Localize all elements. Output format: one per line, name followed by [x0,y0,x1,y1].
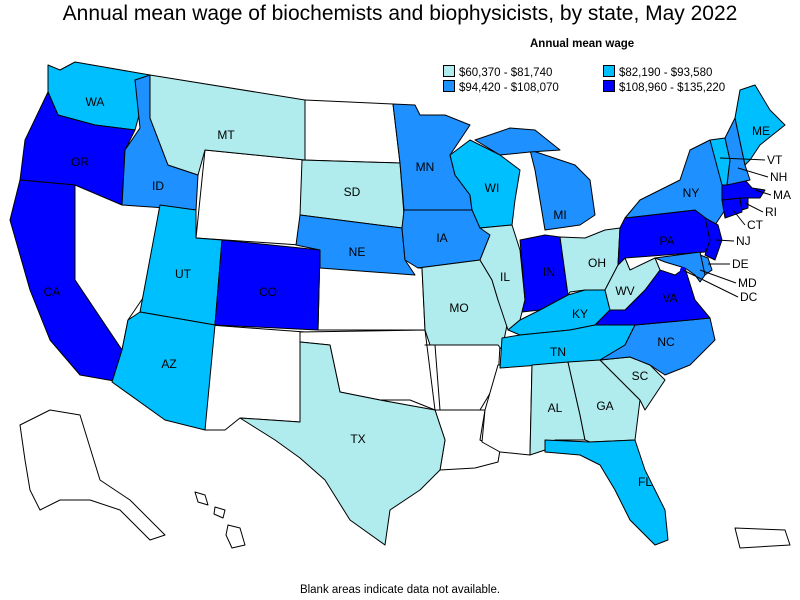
label-va: VA [662,291,677,305]
state-nd[interactable] [301,99,401,164]
label-nc: NC [657,335,675,349]
label-wi: WI [485,181,500,195]
state-ak[interactable] [19,409,166,541]
label-ia: IA [436,231,447,245]
label-de: DE [732,257,749,271]
state-mi[interactable] [529,149,596,231]
label-or: OR [71,155,89,169]
label-nj: NJ [736,234,751,248]
legend-label-4: $108,960 - $135,220 [619,82,726,94]
label-tx: TX [350,432,365,446]
map-title: Annual mean wage of biochemists and biop… [62,2,738,25]
legend-title: Annual mean wage [530,38,635,50]
legend-swatch-4 [603,80,615,92]
state-fl[interactable] [544,439,669,546]
state-hi-2[interactable] [213,506,226,519]
label-in: IN [543,265,555,279]
state-hi[interactable] [194,491,209,506]
leader-ri [744,202,764,213]
label-tn: TN [550,345,566,359]
leader-ma [754,189,772,196]
state-labels: WA OR CA ID MT UT AZ CO SD NE TX MN IA M… [44,95,791,489]
state-nj[interactable] [704,217,723,261]
label-ct: CT [747,218,764,232]
leader-nh [737,167,769,178]
footnote: Blank areas indicate data not available. [299,584,501,596]
state-az[interactable] [111,311,216,431]
legend-label-3: $94,420 - $108,070 [459,82,559,94]
label-fl: FL [638,475,652,489]
legend-item-4: $108,960 - $135,220 [603,80,725,94]
label-nh: NH [770,170,787,184]
leader-vt [719,157,766,161]
state-co[interactable] [214,239,321,331]
label-mn: MN [416,160,435,174]
label-mo: MO [449,301,468,315]
label-al: AL [548,401,563,415]
legend-label-1: $60,370 - $81,740 [459,67,553,79]
leader-md [699,269,737,284]
label-sd: SD [344,185,361,199]
state-ct[interactable] [721,197,743,219]
state-wy[interactable] [195,149,306,246]
label-ky: KY [572,307,588,321]
label-ne: NE [349,245,366,259]
label-id: ID [152,179,164,193]
label-vt: VT [767,153,783,167]
legend-item-1: $60,370 - $81,740 [443,65,552,79]
label-ny: NY [683,186,700,200]
label-az: AZ [161,357,176,371]
label-me: ME [752,124,770,138]
label-mi: MI [553,208,566,222]
state-md[interactable] [654,251,706,283]
legend-swatch-1 [443,65,455,77]
label-ma: MA [773,188,791,202]
leader-nj [715,239,735,242]
legend-swatch-2 [603,65,615,77]
label-oh: OH [588,256,606,270]
label-ut: UT [175,267,192,281]
label-wv: WV [615,284,634,298]
legend-item-2: $82,190 - $93,580 [603,65,712,79]
state-hi-3[interactable] [225,524,246,549]
state-mi-up[interactable] [474,127,561,156]
label-sc: SC [632,369,649,383]
label-ga: GA [596,399,613,413]
legend-label-2: $82,190 - $93,580 [619,67,713,79]
label-co: CO [259,285,277,299]
data-states [9,61,786,546]
puerto-rico[interactable] [734,527,791,549]
label-wa: WA [86,95,105,109]
legend-item-3: $94,420 - $108,070 [443,80,559,94]
label-ca: CA [44,285,61,299]
legend-swatch-3 [443,80,455,92]
label-pa: PA [659,234,674,248]
leader-ct [732,209,746,226]
state-nm[interactable] [204,324,306,431]
no-data-states [19,99,791,549]
leader-lines [682,157,772,298]
label-dc: DC [740,290,758,304]
state-tx[interactable] [239,341,446,546]
label-il: IL [500,270,510,284]
label-ri: RI [765,205,777,219]
state-me[interactable] [734,84,786,166]
label-md: MD [738,276,757,290]
state-mt[interactable] [149,74,306,176]
label-mt: MT [217,128,235,142]
leader-dc [682,269,739,298]
state-ny[interactable] [624,139,726,226]
